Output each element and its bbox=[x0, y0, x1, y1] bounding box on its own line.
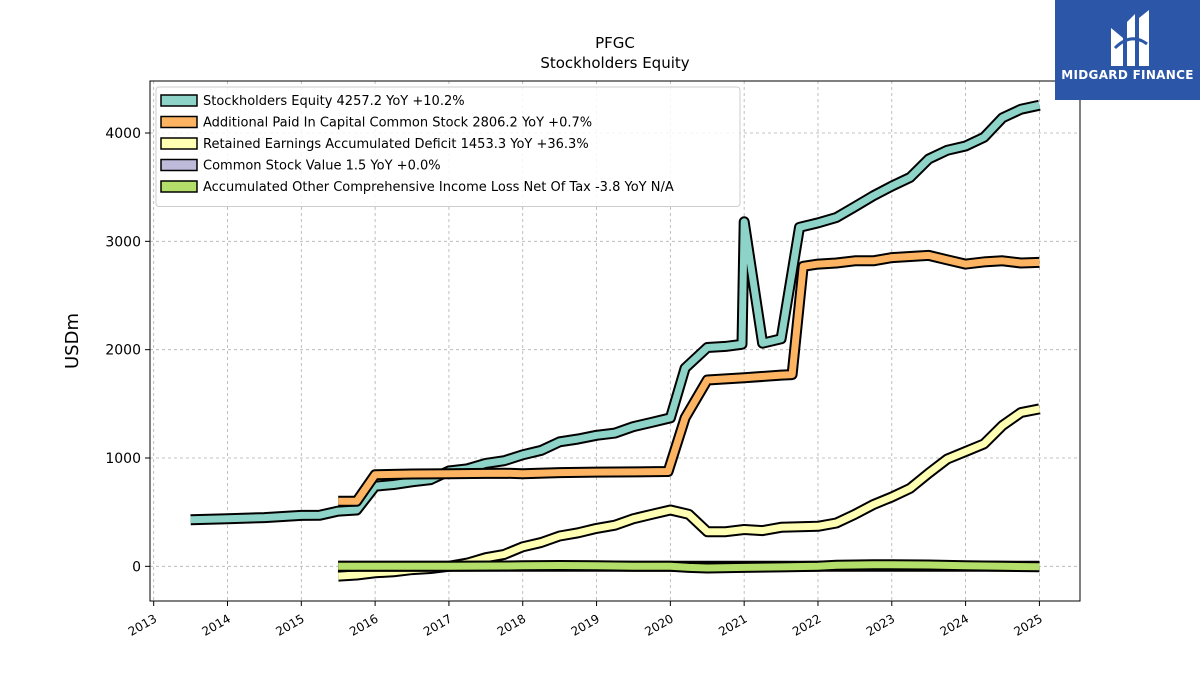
chart-title-line2: Stockholders Equity bbox=[540, 54, 689, 72]
x-tick-label: 2015 bbox=[273, 611, 306, 638]
series-line-4 bbox=[338, 561, 1040, 572]
series-line-0 bbox=[190, 101, 1041, 524]
chart-title-line1: PFGC bbox=[595, 34, 635, 52]
x-tick-label: 2018 bbox=[495, 611, 528, 638]
x-tick-label: 2017 bbox=[421, 611, 454, 638]
x-tick-label: 2014 bbox=[200, 611, 233, 638]
brand-name: MIDGARD FINANCE bbox=[1061, 68, 1194, 82]
legend-label-1: Additional Paid In Capital Common Stock … bbox=[203, 116, 592, 131]
y-axis-label: USDm bbox=[62, 313, 83, 369]
legend-label-4: Accumulated Other Comprehensive Income L… bbox=[203, 180, 674, 195]
legend-swatch-2 bbox=[160, 137, 198, 150]
legend-swatch-3 bbox=[160, 158, 198, 172]
brand-logo: MIDGARD FINANCE bbox=[1055, 0, 1200, 100]
x-tick-label: 2022 bbox=[790, 611, 823, 638]
legend-label-3: Common Stock Value 1.5 YoY +0.0% bbox=[203, 159, 441, 174]
series-group bbox=[190, 99, 1041, 582]
legend-box bbox=[155, 86, 741, 207]
y-axis-ticks: 0 1000 2000 3000 4000 bbox=[105, 126, 150, 575]
legend: Stockholders Equity 4257.2 YoY +10.2% Add… bbox=[155, 86, 741, 207]
x-tick-label: 2025 bbox=[1011, 611, 1044, 638]
x-tick-label: 2013 bbox=[126, 611, 159, 638]
series-line-2 bbox=[337, 405, 1041, 580]
y-tick-label: 3000 bbox=[105, 234, 141, 250]
legend-swatch-4 bbox=[160, 180, 198, 193]
plot-frame bbox=[149, 80, 1081, 602]
legend-swatch-0 bbox=[160, 94, 198, 107]
legend-swatch-1 bbox=[160, 115, 198, 129]
x-tick-label: 2020 bbox=[642, 611, 675, 638]
y-tick-label: 0 bbox=[132, 559, 141, 575]
brand-mark-icon bbox=[1111, 10, 1149, 66]
x-tick-label: 2021 bbox=[716, 611, 749, 638]
legend-label-2: Retained Earnings Accumulated Deficit 14… bbox=[203, 137, 589, 152]
y-tick-label: 4000 bbox=[105, 126, 141, 142]
x-axis-ticks: 2013 2014 2015 2016 2017 2018 2019 2020 2021 2022… bbox=[126, 601, 1045, 639]
legend-label-0: Stockholders Equity 4257.2 YoY +10.2% bbox=[203, 94, 465, 109]
series-outline-2 bbox=[337, 403, 1041, 582]
x-tick-label: 2023 bbox=[864, 611, 897, 638]
x-tick-label: 2016 bbox=[347, 611, 380, 638]
x-tick-label: 2019 bbox=[569, 611, 602, 638]
y-tick-label: 1000 bbox=[105, 451, 141, 467]
x-tick-label: 2024 bbox=[938, 611, 971, 638]
y-tick-label: 2000 bbox=[105, 343, 141, 359]
series-line-1 bbox=[338, 251, 1040, 505]
